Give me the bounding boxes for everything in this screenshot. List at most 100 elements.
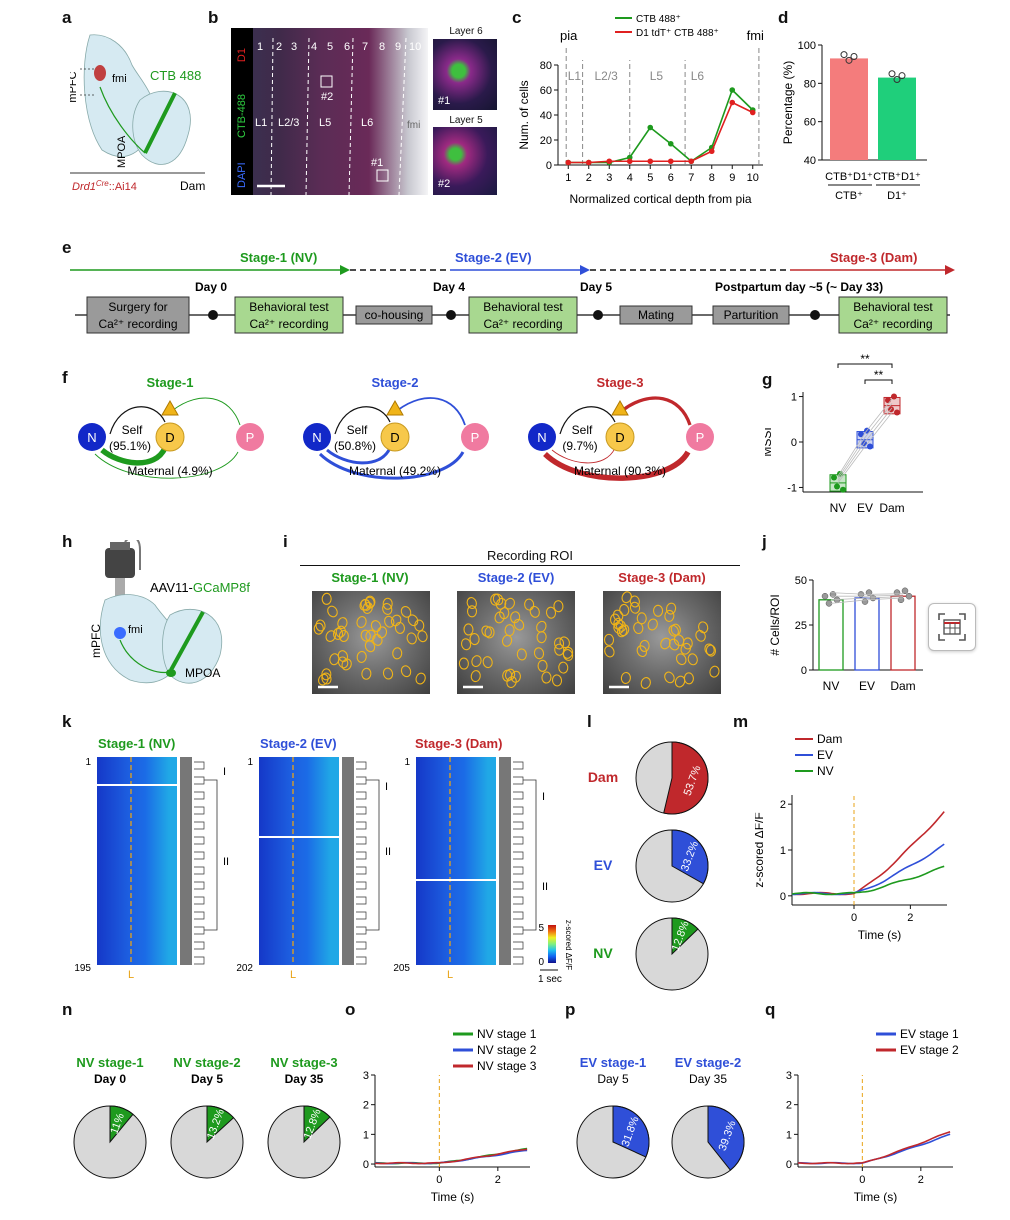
roi-outline	[469, 633, 480, 646]
d-to-p-arrow	[172, 397, 241, 426]
paired-line	[830, 597, 904, 604]
data-point	[898, 72, 906, 80]
roi-outline	[313, 622, 324, 635]
roi-outline	[664, 671, 675, 684]
panel-label-c: c	[512, 8, 522, 27]
flow-diagram-3: Stage-3 N D P Self (9.7%) Maternal (90.3%)	[528, 375, 714, 481]
y-tick-label: 1	[791, 392, 797, 404]
paired-line	[831, 594, 904, 597]
panel-label-d: d	[778, 8, 789, 27]
roi-outline	[668, 624, 679, 637]
data-point	[893, 76, 901, 83]
paired-line	[830, 596, 904, 601]
y-tick-label: 3	[363, 1070, 369, 1082]
pie-category-label: EV	[594, 857, 613, 873]
behav3-line1: Behavioral test	[853, 300, 933, 314]
row-last: 205	[393, 963, 410, 974]
roi-outline	[356, 650, 367, 663]
bar	[890, 595, 916, 671]
x-tick-label: 2	[918, 1174, 924, 1186]
panel-label-j: j	[762, 532, 767, 551]
data-point	[667, 140, 674, 147]
roi-outline	[533, 647, 545, 660]
y-tick-label: 0	[801, 665, 807, 677]
mpfc-label: mPFC	[70, 71, 79, 102]
pie-slice	[303, 1105, 331, 1144]
node-d	[155, 422, 185, 452]
self-label: Self	[347, 423, 368, 437]
layer-L23: L2/3	[278, 117, 299, 129]
roi-outline	[315, 619, 326, 632]
heatmap-stage1	[97, 757, 177, 965]
y-tick-label: 40	[540, 110, 552, 122]
roi-outline	[674, 675, 686, 688]
day4-label: Day 4	[433, 280, 465, 294]
data-point	[840, 51, 848, 59]
legend-entry: EV	[817, 748, 833, 762]
self-pct: (9.7%)	[562, 439, 597, 453]
panel-label-e: e	[62, 238, 72, 257]
legend-entry: NV stage 1	[477, 1027, 537, 1041]
x-tick-label: 6	[668, 172, 674, 184]
layer-L6-label: L6	[691, 69, 705, 83]
y-axis-label: MSSI	[765, 427, 774, 456]
x-tick-label: 0	[859, 1174, 865, 1186]
roi-outline	[664, 609, 675, 622]
chart-q: 0 1 2 3 0 2 z-scored ΔF/F Time (s) EV stage 1 EV …	[778, 1027, 959, 1204]
legend-entry: EV stage 2	[900, 1043, 959, 1057]
roi-stage2-title: Stage-2 (EV)	[477, 570, 555, 585]
fmi-label: fmi	[128, 624, 143, 636]
data-point	[708, 148, 715, 155]
series-line-2	[374, 1148, 528, 1165]
y-tick-label: 50	[795, 575, 807, 587]
mpfc-injection-site	[94, 65, 106, 81]
node-p	[461, 423, 489, 451]
cluster-II-label: II	[385, 846, 391, 858]
layer-num-5: 5	[327, 41, 333, 53]
y-tick-label: 25	[795, 620, 807, 632]
series-line-NV	[791, 865, 945, 896]
paired-line	[837, 398, 893, 477]
roi-outline	[382, 597, 393, 610]
node-d	[605, 422, 635, 452]
self-arrow	[100, 446, 168, 466]
roi-outline	[510, 611, 521, 624]
y-tick-label: 1	[363, 1129, 369, 1141]
parturition-label: Parturition	[724, 308, 779, 322]
x-tick-label: Dam	[879, 501, 904, 515]
roi-outline	[647, 618, 658, 631]
self-loop-top	[559, 406, 616, 435]
k-stage1-title: Stage-1 (NV)	[98, 736, 176, 751]
roi-outline	[501, 634, 513, 647]
roi-outline	[481, 625, 492, 638]
dendrogram	[194, 761, 205, 965]
x-axis-label: Time (s)	[854, 1190, 898, 1204]
stage-title: Stage-2	[372, 375, 419, 390]
cluster-I-label: I	[542, 791, 545, 803]
pie-slice	[612, 1105, 650, 1158]
data-point	[729, 99, 736, 106]
table-widget-button[interactable]	[928, 603, 976, 651]
roi-outline	[660, 637, 671, 650]
node-d-label: D	[165, 430, 174, 445]
x-tick-label: 2	[495, 1174, 501, 1186]
row-last: 195	[74, 963, 91, 974]
roi-outline	[680, 642, 692, 655]
bar	[854, 597, 880, 671]
layer-num-8: 8	[379, 41, 385, 53]
group-label: Dam	[180, 179, 205, 193]
y-tick-label: 100	[798, 40, 816, 52]
y-axis-label: # Cells/ROI	[768, 594, 782, 655]
stage-title: Stage-3	[597, 375, 644, 390]
box-behav-3	[838, 296, 948, 334]
roi-outline	[364, 596, 375, 609]
surgery-line2: Ca²⁺ recording	[98, 317, 177, 331]
layer-num-1: 1	[257, 41, 263, 53]
y-tick-label: 60	[540, 85, 552, 97]
y-tick-label: 1	[786, 1129, 792, 1141]
roi-outline	[337, 617, 348, 630]
roi-outline	[621, 591, 632, 604]
